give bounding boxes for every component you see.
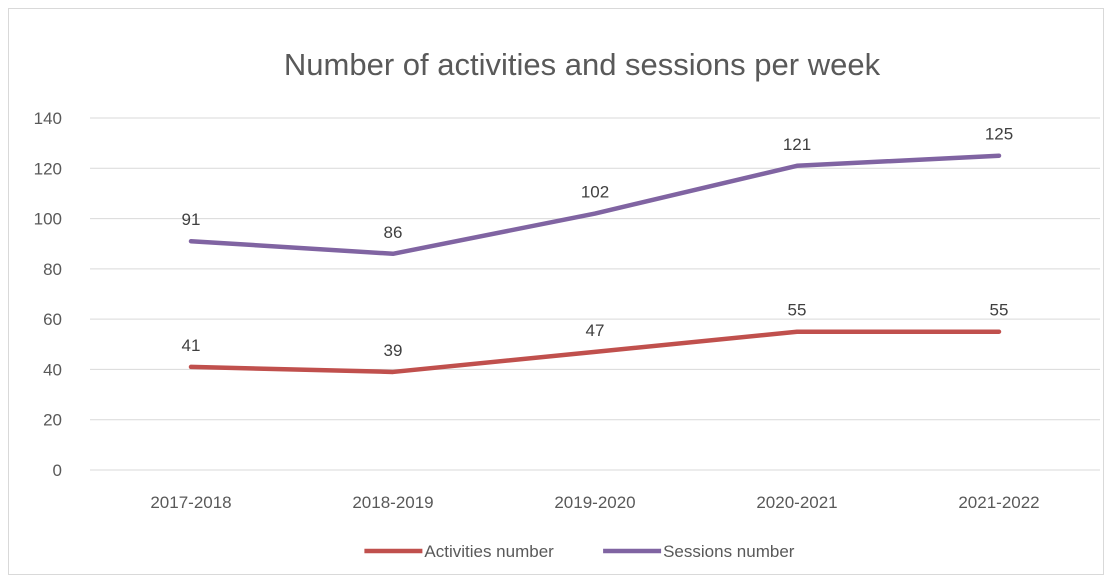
- y-axis-ticks: 0 20 40 60 80 100 120 140: [34, 109, 62, 480]
- y-tick-label: 100: [34, 210, 62, 229]
- data-label: 121: [783, 135, 811, 154]
- data-label: 86: [384, 223, 403, 242]
- x-tick-label: 2019-2020: [554, 493, 635, 512]
- x-tick-label: 2017-2018: [150, 493, 231, 512]
- series-line-2: [188, 153, 1002, 257]
- y-tick-label: 20: [43, 411, 62, 430]
- data-label: 91: [182, 210, 201, 229]
- y-tick-label: 120: [34, 159, 62, 178]
- y-tick-label: 140: [34, 109, 62, 128]
- legend-label-1: Activities number: [424, 542, 554, 561]
- data-label: 55: [788, 301, 807, 320]
- chart-frame: [8, 8, 1104, 575]
- data-label: 102: [581, 183, 609, 202]
- series-lines: [188, 153, 1002, 375]
- y-tick-label: 40: [43, 360, 62, 379]
- legend: Activities number Sessions number: [364, 542, 795, 561]
- data-label: 125: [985, 125, 1013, 144]
- data-label: 41: [182, 336, 201, 355]
- data-labels: 41 39 47 55 55 91 86 102 121 125: [182, 125, 1014, 360]
- x-axis-ticks: 2017-2018 2018-2019 2019-2020 2020-2021 2021…: [150, 493, 1039, 512]
- data-label: 55: [990, 301, 1009, 320]
- x-tick-label: 2020-2021: [756, 493, 837, 512]
- y-tick-label: 0: [53, 461, 62, 480]
- series-line-1: [188, 329, 1002, 375]
- y-tick-label: 60: [43, 310, 62, 329]
- legend-label-2: Sessions number: [663, 542, 795, 561]
- x-tick-label: 2018-2019: [352, 493, 433, 512]
- x-tick-label: 2021-2022: [958, 493, 1039, 512]
- data-label: 39: [384, 341, 403, 360]
- gridlines: [90, 117, 1100, 471]
- y-tick-label: 80: [43, 260, 62, 279]
- chart-title: Number of activities and sessions per we…: [284, 47, 881, 82]
- data-label: 47: [586, 321, 605, 340]
